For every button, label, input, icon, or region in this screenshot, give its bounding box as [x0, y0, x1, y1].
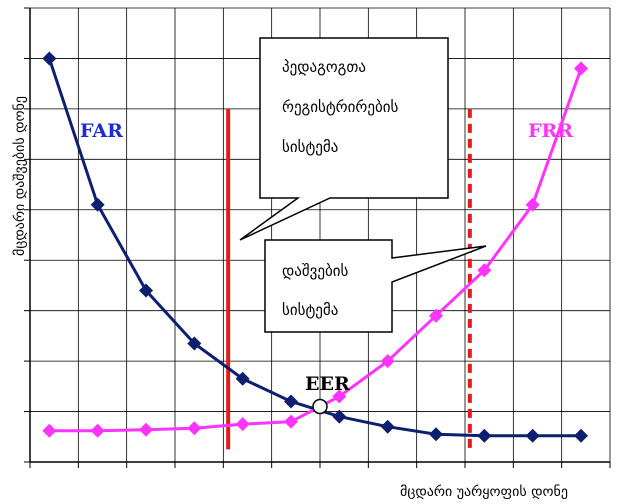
callout-access-system: დაშვების სისტემა	[264, 239, 487, 333]
eer-label: EER	[305, 373, 350, 395]
data-point-far	[139, 283, 153, 298]
series-label-far: FAR	[80, 120, 123, 142]
x-axis-label: მცდარი უარყოფის დონე	[400, 483, 568, 500]
callout-teacher-registration: პედაგოგთა რეგისტრირების სისტემა	[239, 37, 449, 241]
axes	[24, 7, 611, 468]
data-point-far	[235, 371, 250, 386]
y-axis-label: მცდარი დაშვების დონე	[11, 96, 28, 256]
data-point-frr	[187, 421, 202, 436]
data-point-far	[574, 428, 588, 443]
data-point-far	[477, 428, 492, 443]
data-point-frr	[477, 263, 492, 278]
callout-1-line-1: პედაგოგთა	[282, 58, 366, 76]
callout-1-line-3: სისტემა	[282, 138, 338, 156]
callout-2-line-1: დაშვების	[282, 262, 348, 280]
callout-1-line-2: რეგისტრირების	[282, 98, 398, 116]
data-point-frr	[284, 414, 298, 429]
callout-2-line-2: სისტემა	[282, 301, 338, 319]
data-point-far	[90, 197, 105, 212]
data-point-frr	[90, 423, 105, 438]
data-point-frr	[235, 417, 250, 432]
data-point-far	[187, 336, 202, 351]
data-point-frr	[525, 197, 540, 212]
eer-point	[312, 398, 328, 415]
data-point-far	[332, 409, 347, 424]
data-point-frr	[574, 61, 588, 76]
series-label-frr: FRR	[528, 120, 573, 142]
data-point-frr	[332, 389, 347, 404]
data-point-frr	[42, 423, 57, 438]
data-point-far	[42, 51, 57, 66]
threshold-lines	[226, 108, 472, 450]
data-point-far	[429, 427, 443, 442]
data-point-far	[284, 394, 298, 409]
data-point-frr	[380, 354, 395, 369]
data-point-far	[525, 428, 540, 443]
data-point-far	[380, 419, 395, 434]
data-point-frr	[139, 422, 153, 437]
data-point-frr	[429, 308, 443, 323]
